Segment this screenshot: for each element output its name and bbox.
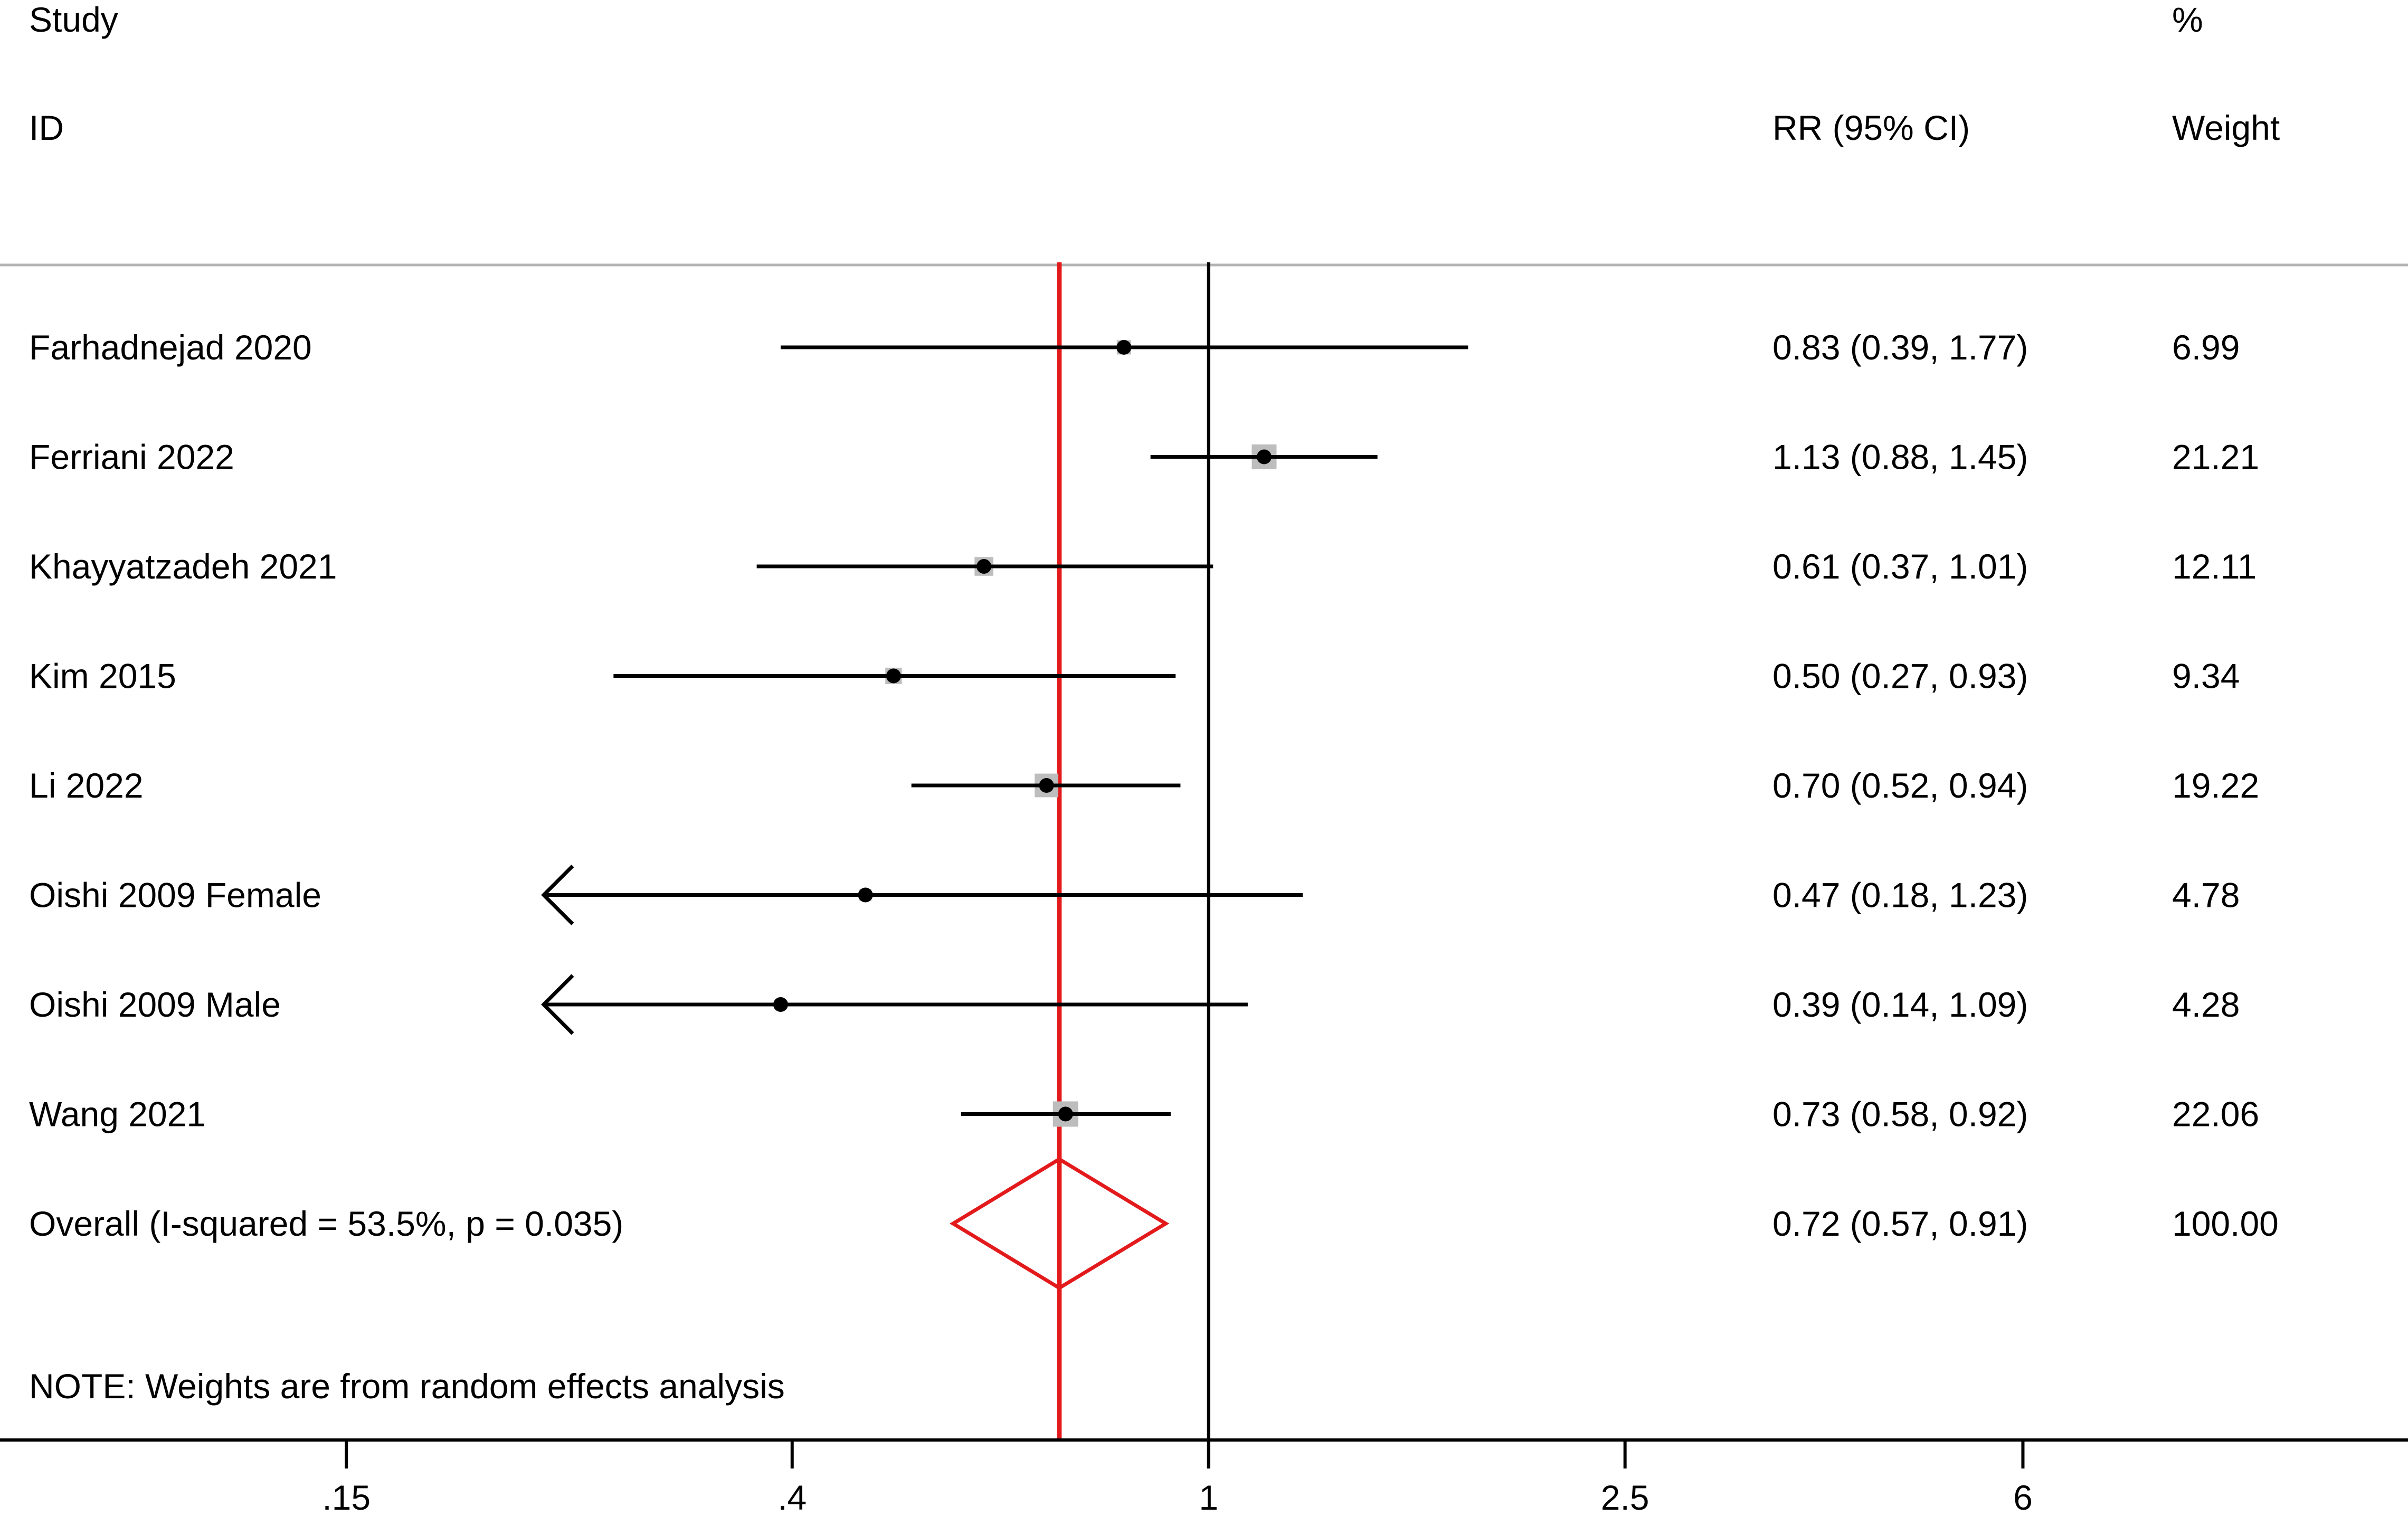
weights-note: NOTE: Weights are from random effects an… bbox=[29, 1367, 785, 1406]
study-weight: 6.99 bbox=[2172, 328, 2240, 367]
overall-weight: 100.00 bbox=[2172, 1204, 2279, 1243]
point-estimate bbox=[1058, 1106, 1073, 1122]
overall-label: Overall (I-squared = 53.5%, p = 0.035) bbox=[29, 1204, 623, 1243]
study-ci-text: 0.70 (0.52, 0.94) bbox=[1772, 766, 2028, 805]
study-label: Li 2022 bbox=[29, 766, 144, 805]
study-row: Li 2022 0.70 (0.52, 0.94) 19.22 bbox=[29, 766, 2259, 805]
study-ci-text: 0.61 (0.37, 1.01) bbox=[1772, 547, 2028, 586]
study-ci-text: 1.13 (0.88, 1.45) bbox=[1772, 438, 2028, 477]
study-label: Khayyatzadeh 2021 bbox=[29, 547, 337, 586]
study-ci-text: 0.50 (0.27, 0.93) bbox=[1772, 657, 2028, 696]
study-row: Ferriani 2022 1.13 (0.88, 1.45) 21.21 bbox=[29, 438, 2259, 477]
study-row: Oishi 2009 Female 0.47 (0.18, 1.23) 4.78 bbox=[29, 865, 2240, 925]
study-weight: 4.28 bbox=[2172, 985, 2240, 1024]
study-row: Khayyatzadeh 2021 0.61 (0.37, 1.01) 12.11 bbox=[29, 547, 2257, 586]
point-estimate bbox=[1256, 449, 1272, 465]
overall-diamond bbox=[949, 1157, 1170, 1291]
study-weight: 21.21 bbox=[2172, 438, 2259, 477]
point-estimate bbox=[886, 668, 901, 684]
point-estimate bbox=[773, 997, 788, 1012]
study-weight: 22.06 bbox=[2172, 1095, 2259, 1134]
x-tick-label: 2.5 bbox=[1601, 1478, 1649, 1516]
study-weight: 9.34 bbox=[2172, 657, 2240, 696]
study-label: Ferriani 2022 bbox=[29, 438, 234, 477]
study-row: Farhadnejad 2020 0.83 (0.39, 1.77) 6.99 bbox=[29, 328, 2240, 367]
x-tick-label: .4 bbox=[778, 1478, 807, 1516]
header-study: Study bbox=[29, 0, 118, 39]
point-estimate bbox=[1039, 778, 1054, 793]
study-weight: 12.11 bbox=[2172, 547, 2257, 586]
header-effect: RR (95% CI) bbox=[1772, 108, 1970, 147]
study-weight: 4.78 bbox=[2172, 876, 2240, 915]
study-label: Wang 2021 bbox=[29, 1095, 206, 1134]
study-label: Kim 2015 bbox=[29, 657, 176, 696]
study-row: Wang 2021 0.73 (0.58, 0.92) 22.06 bbox=[29, 1095, 2259, 1134]
overall-ci-text: 0.72 (0.57, 0.91) bbox=[1772, 1204, 2028, 1243]
ci-truncation-arrow bbox=[541, 865, 574, 925]
study-ci-text: 0.83 (0.39, 1.77) bbox=[1772, 328, 2028, 367]
study-weight: 19.22 bbox=[2172, 766, 2259, 805]
study-label: Farhadnejad 2020 bbox=[29, 328, 312, 367]
x-tick-label: .15 bbox=[322, 1478, 371, 1516]
study-ci-text: 0.73 (0.58, 0.92) bbox=[1772, 1095, 2028, 1134]
study-label: Oishi 2009 Male bbox=[29, 985, 281, 1024]
header-weight: Weight bbox=[2172, 108, 2280, 147]
study-ci-text: 0.47 (0.18, 1.23) bbox=[1772, 876, 2028, 915]
x-tick-label: 6 bbox=[2013, 1478, 2033, 1516]
study-ci-text: 0.39 (0.14, 1.09) bbox=[1772, 985, 2028, 1024]
study-rows: Farhadnejad 2020 0.83 (0.39, 1.77) 6.99 Fer… bbox=[29, 328, 2259, 1134]
point-estimate bbox=[977, 559, 992, 574]
study-row: Oishi 2009 Male 0.39 (0.14, 1.09) 4.28 bbox=[29, 974, 2240, 1035]
x-axis-ticks: .15 .4 1 2.5 6 bbox=[322, 1440, 2033, 1516]
study-row: Kim 2015 0.50 (0.27, 0.93) 9.34 bbox=[29, 657, 2240, 696]
ci-truncation-arrow bbox=[541, 974, 574, 1035]
study-label: Oishi 2009 Female bbox=[29, 876, 321, 915]
x-tick-label: 1 bbox=[1199, 1478, 1218, 1516]
header-id: ID bbox=[29, 108, 64, 147]
header-weight-percent: % bbox=[2172, 0, 2203, 39]
point-estimate bbox=[858, 887, 873, 903]
point-estimate bbox=[1116, 340, 1132, 355]
